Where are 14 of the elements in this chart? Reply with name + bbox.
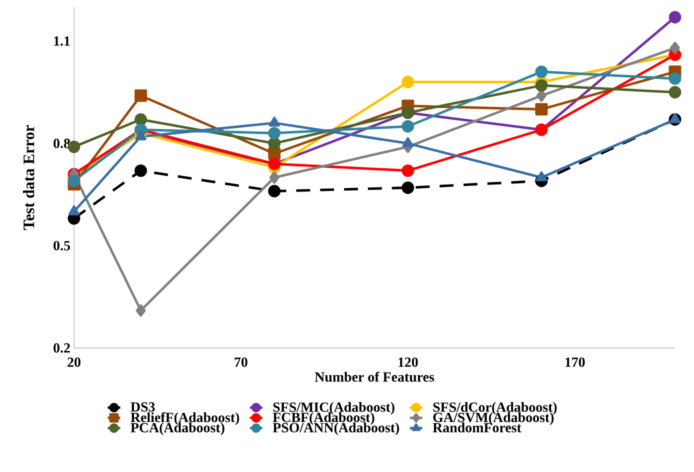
x-tick-label: 170 xyxy=(566,357,585,367)
y-tick-label: 1.1 xyxy=(54,36,70,46)
y-axis-title: Test data Error xyxy=(23,125,34,230)
legend-label: ReliefF(Adaboost) xyxy=(130,412,240,426)
legend-label: PSO/ANN(Adaboost) xyxy=(272,422,400,436)
legend-label: PCA(Adaboost) xyxy=(130,422,224,436)
legend-label: DS3 xyxy=(130,402,155,412)
y-tick-label: 0.5 xyxy=(54,240,70,250)
x-tick-label: 70 xyxy=(234,357,248,367)
y-tick-label: 0.2 xyxy=(54,343,70,353)
legend-label: RandomForest xyxy=(432,422,522,432)
x-tick-label: 20 xyxy=(68,357,80,367)
x-tick-label: 120 xyxy=(398,357,418,367)
x-axis-title: Number of Features xyxy=(314,372,434,382)
